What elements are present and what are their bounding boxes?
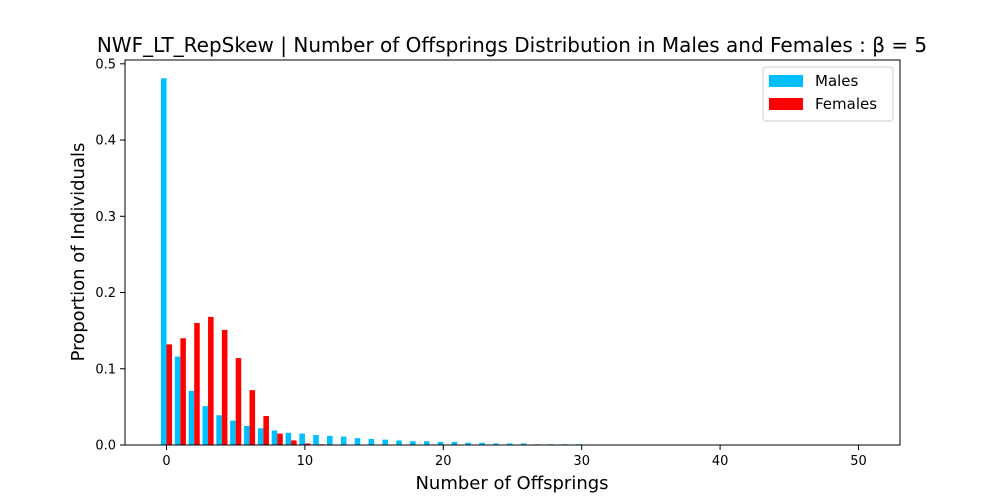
bar-females-9 [291,440,297,445]
bar-females-0 [166,344,173,445]
x-tick-label: 50 [850,454,867,469]
bar-males-12 [327,435,333,445]
x-tick-label: 30 [573,454,590,469]
bar-males-19 [423,441,430,445]
bar-females-10 [304,443,311,445]
x-tick-label: 10 [297,454,314,469]
bar-males-24 [493,443,499,445]
y-tick-label: 0.3 [95,210,116,225]
y-axis-ticks: 0.0 0.1 0.2 0.3 0.4 0.5 [95,57,125,454]
y-axis-label: Proportion of Individuals [68,143,89,362]
bar-males-8 [271,430,278,445]
legend: Males Females [762,66,894,122]
legend-label-females: Females [815,95,877,113]
bar-males-20 [437,441,444,445]
x-tick-label: 0 [162,454,170,469]
x-tick-label: 20 [435,454,452,469]
bar-males-4 [216,415,222,445]
bar-females-4 [221,329,228,445]
bar-males-11 [313,435,319,445]
bar-males-6 [244,425,250,445]
bar-males-21 [451,441,458,445]
y-tick-label: 0.4 [95,134,116,149]
x-axis-label: Number of Offsprings [415,473,608,494]
plot-frame [124,59,901,446]
bar-males-22 [465,442,471,445]
bar-males-15 [368,438,375,445]
bar-males-25 [506,443,513,445]
bar-males-14 [354,438,361,445]
x-axis-ticks: 0 10 20 30 40 50 [162,445,867,469]
bar-males-17 [396,440,402,445]
y-tick-label: 0.1 [95,362,116,377]
legend-label-males: Males [815,72,859,90]
bar-females-7 [263,416,269,445]
bar-males-26 [520,443,527,445]
y-tick-label: 0.5 [95,57,116,72]
bar-males-2 [188,390,195,445]
bar-males-1 [174,356,181,445]
bar-males-7 [257,428,264,445]
bar-males-5 [230,420,236,445]
bar-females-8 [277,433,283,445]
y-tick-label: 0.2 [95,286,116,301]
bar-males-10 [299,433,305,445]
bar-females-1 [180,338,186,445]
bar-males-16 [382,439,388,445]
bar-males-3 [202,406,209,445]
bar-females-3 [208,316,214,445]
bar-males-0 [160,78,167,446]
legend-swatch-males [769,75,803,87]
bar-females-5 [235,358,242,445]
bar-males-18 [410,441,416,445]
bar-males-23 [479,442,485,445]
bar-females-2 [194,323,200,445]
bar-males-13 [340,436,347,445]
x-tick-label: 40 [712,454,729,469]
bar-males-9 [285,432,292,445]
legend-swatch-females [769,98,803,110]
chart-title: NWF_LT_RepSkew | Number of Offsprings Di… [97,33,927,57]
bar-females-6 [249,390,256,445]
y-tick-label: 0.0 [95,439,116,454]
